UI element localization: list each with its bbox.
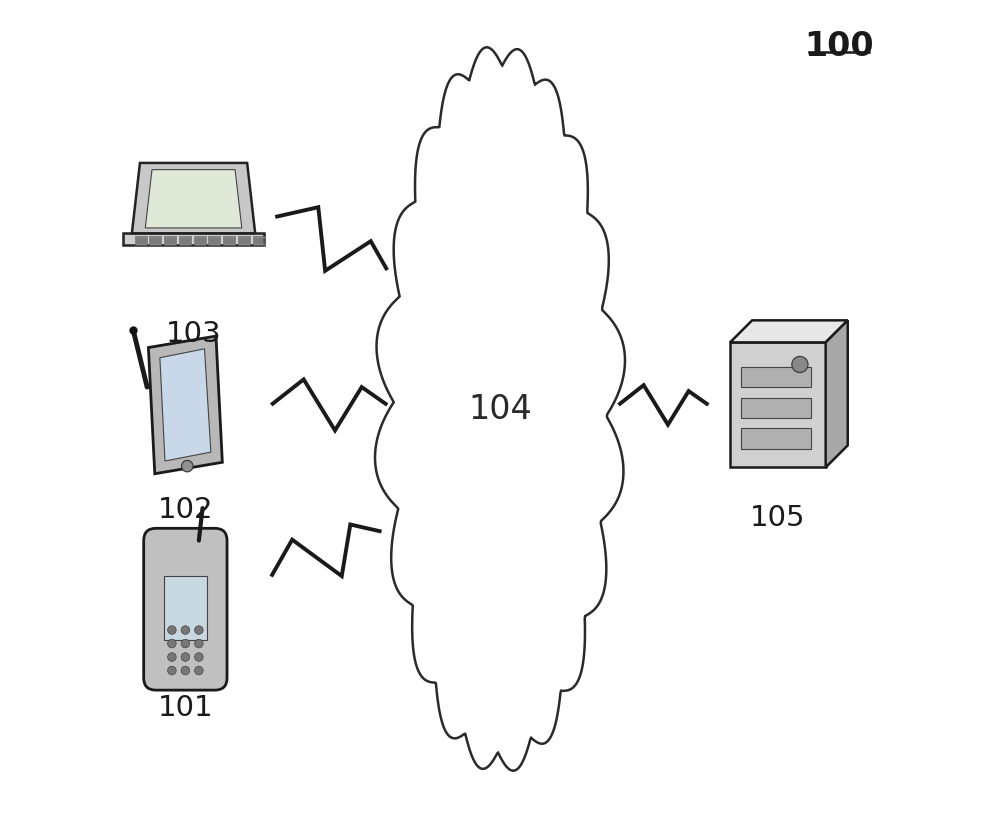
Polygon shape <box>123 234 264 246</box>
Text: 102: 102 <box>158 495 213 523</box>
Circle shape <box>181 667 190 675</box>
Bar <box>164 576 207 640</box>
FancyBboxPatch shape <box>144 529 227 690</box>
Circle shape <box>195 653 203 662</box>
Bar <box>194 242 206 243</box>
Circle shape <box>181 626 190 635</box>
Polygon shape <box>132 164 255 234</box>
Bar <box>238 237 250 238</box>
Text: 104: 104 <box>468 393 532 426</box>
Bar <box>149 239 161 241</box>
Bar <box>253 237 265 238</box>
Circle shape <box>195 640 203 648</box>
Bar <box>238 239 250 241</box>
Bar <box>208 242 220 243</box>
Polygon shape <box>145 170 242 229</box>
Bar <box>164 244 176 246</box>
Bar <box>149 242 161 243</box>
Text: 105: 105 <box>750 504 806 532</box>
Bar <box>238 242 250 243</box>
Circle shape <box>168 667 176 675</box>
Bar <box>179 239 191 241</box>
Bar <box>194 237 206 238</box>
Bar <box>223 242 235 243</box>
Point <box>803 48 815 57</box>
Bar <box>135 239 147 241</box>
Bar <box>208 237 220 238</box>
Bar <box>730 343 826 468</box>
Circle shape <box>168 653 176 662</box>
Bar <box>164 242 176 243</box>
Bar <box>149 244 161 246</box>
Bar <box>135 244 147 246</box>
Circle shape <box>168 640 176 648</box>
Bar <box>741 429 811 450</box>
Bar <box>238 244 250 246</box>
Bar <box>194 244 206 246</box>
Point <box>863 48 875 57</box>
Bar <box>253 244 265 246</box>
Polygon shape <box>730 321 848 343</box>
Bar <box>223 244 235 246</box>
Bar <box>741 398 811 419</box>
Polygon shape <box>826 321 848 468</box>
Polygon shape <box>148 337 222 474</box>
Text: 103: 103 <box>166 319 221 348</box>
Text: 100: 100 <box>804 30 874 63</box>
Bar <box>223 239 235 241</box>
Bar <box>741 367 811 387</box>
Bar <box>253 242 265 243</box>
Bar <box>164 239 176 241</box>
Bar <box>253 239 265 241</box>
Circle shape <box>181 653 190 662</box>
Bar <box>179 242 191 243</box>
Text: 101: 101 <box>158 694 213 722</box>
Polygon shape <box>160 350 211 461</box>
Bar <box>179 237 191 238</box>
Bar <box>194 239 206 241</box>
Bar <box>149 237 161 238</box>
Bar <box>208 244 220 246</box>
Bar <box>135 242 147 243</box>
Polygon shape <box>375 48 625 771</box>
Bar <box>208 239 220 241</box>
Bar <box>164 237 176 238</box>
Bar <box>135 237 147 238</box>
Bar <box>179 244 191 246</box>
Circle shape <box>792 357 808 373</box>
Bar <box>223 237 235 238</box>
Circle shape <box>195 626 203 635</box>
Circle shape <box>168 626 176 635</box>
Circle shape <box>182 461 193 473</box>
Circle shape <box>195 667 203 675</box>
Circle shape <box>181 640 190 648</box>
